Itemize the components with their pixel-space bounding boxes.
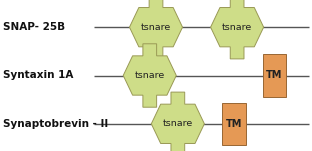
Polygon shape [211,0,264,59]
Text: tsnare: tsnare [163,119,193,128]
Polygon shape [123,44,176,107]
Text: tsnare: tsnare [141,23,171,32]
Text: Syntaxin 1A: Syntaxin 1A [3,71,74,80]
Text: tsnare: tsnare [135,71,165,80]
Text: TM: TM [266,71,283,80]
Bar [222,103,246,145]
Text: Synaptobrevin - II: Synaptobrevin - II [3,119,108,129]
Text: SNAP- 25B: SNAP- 25B [3,22,65,32]
Polygon shape [151,92,204,151]
Text: tsnare: tsnare [222,23,252,32]
Bar [263,54,286,97]
Text: TM: TM [226,119,242,129]
Polygon shape [129,0,183,59]
